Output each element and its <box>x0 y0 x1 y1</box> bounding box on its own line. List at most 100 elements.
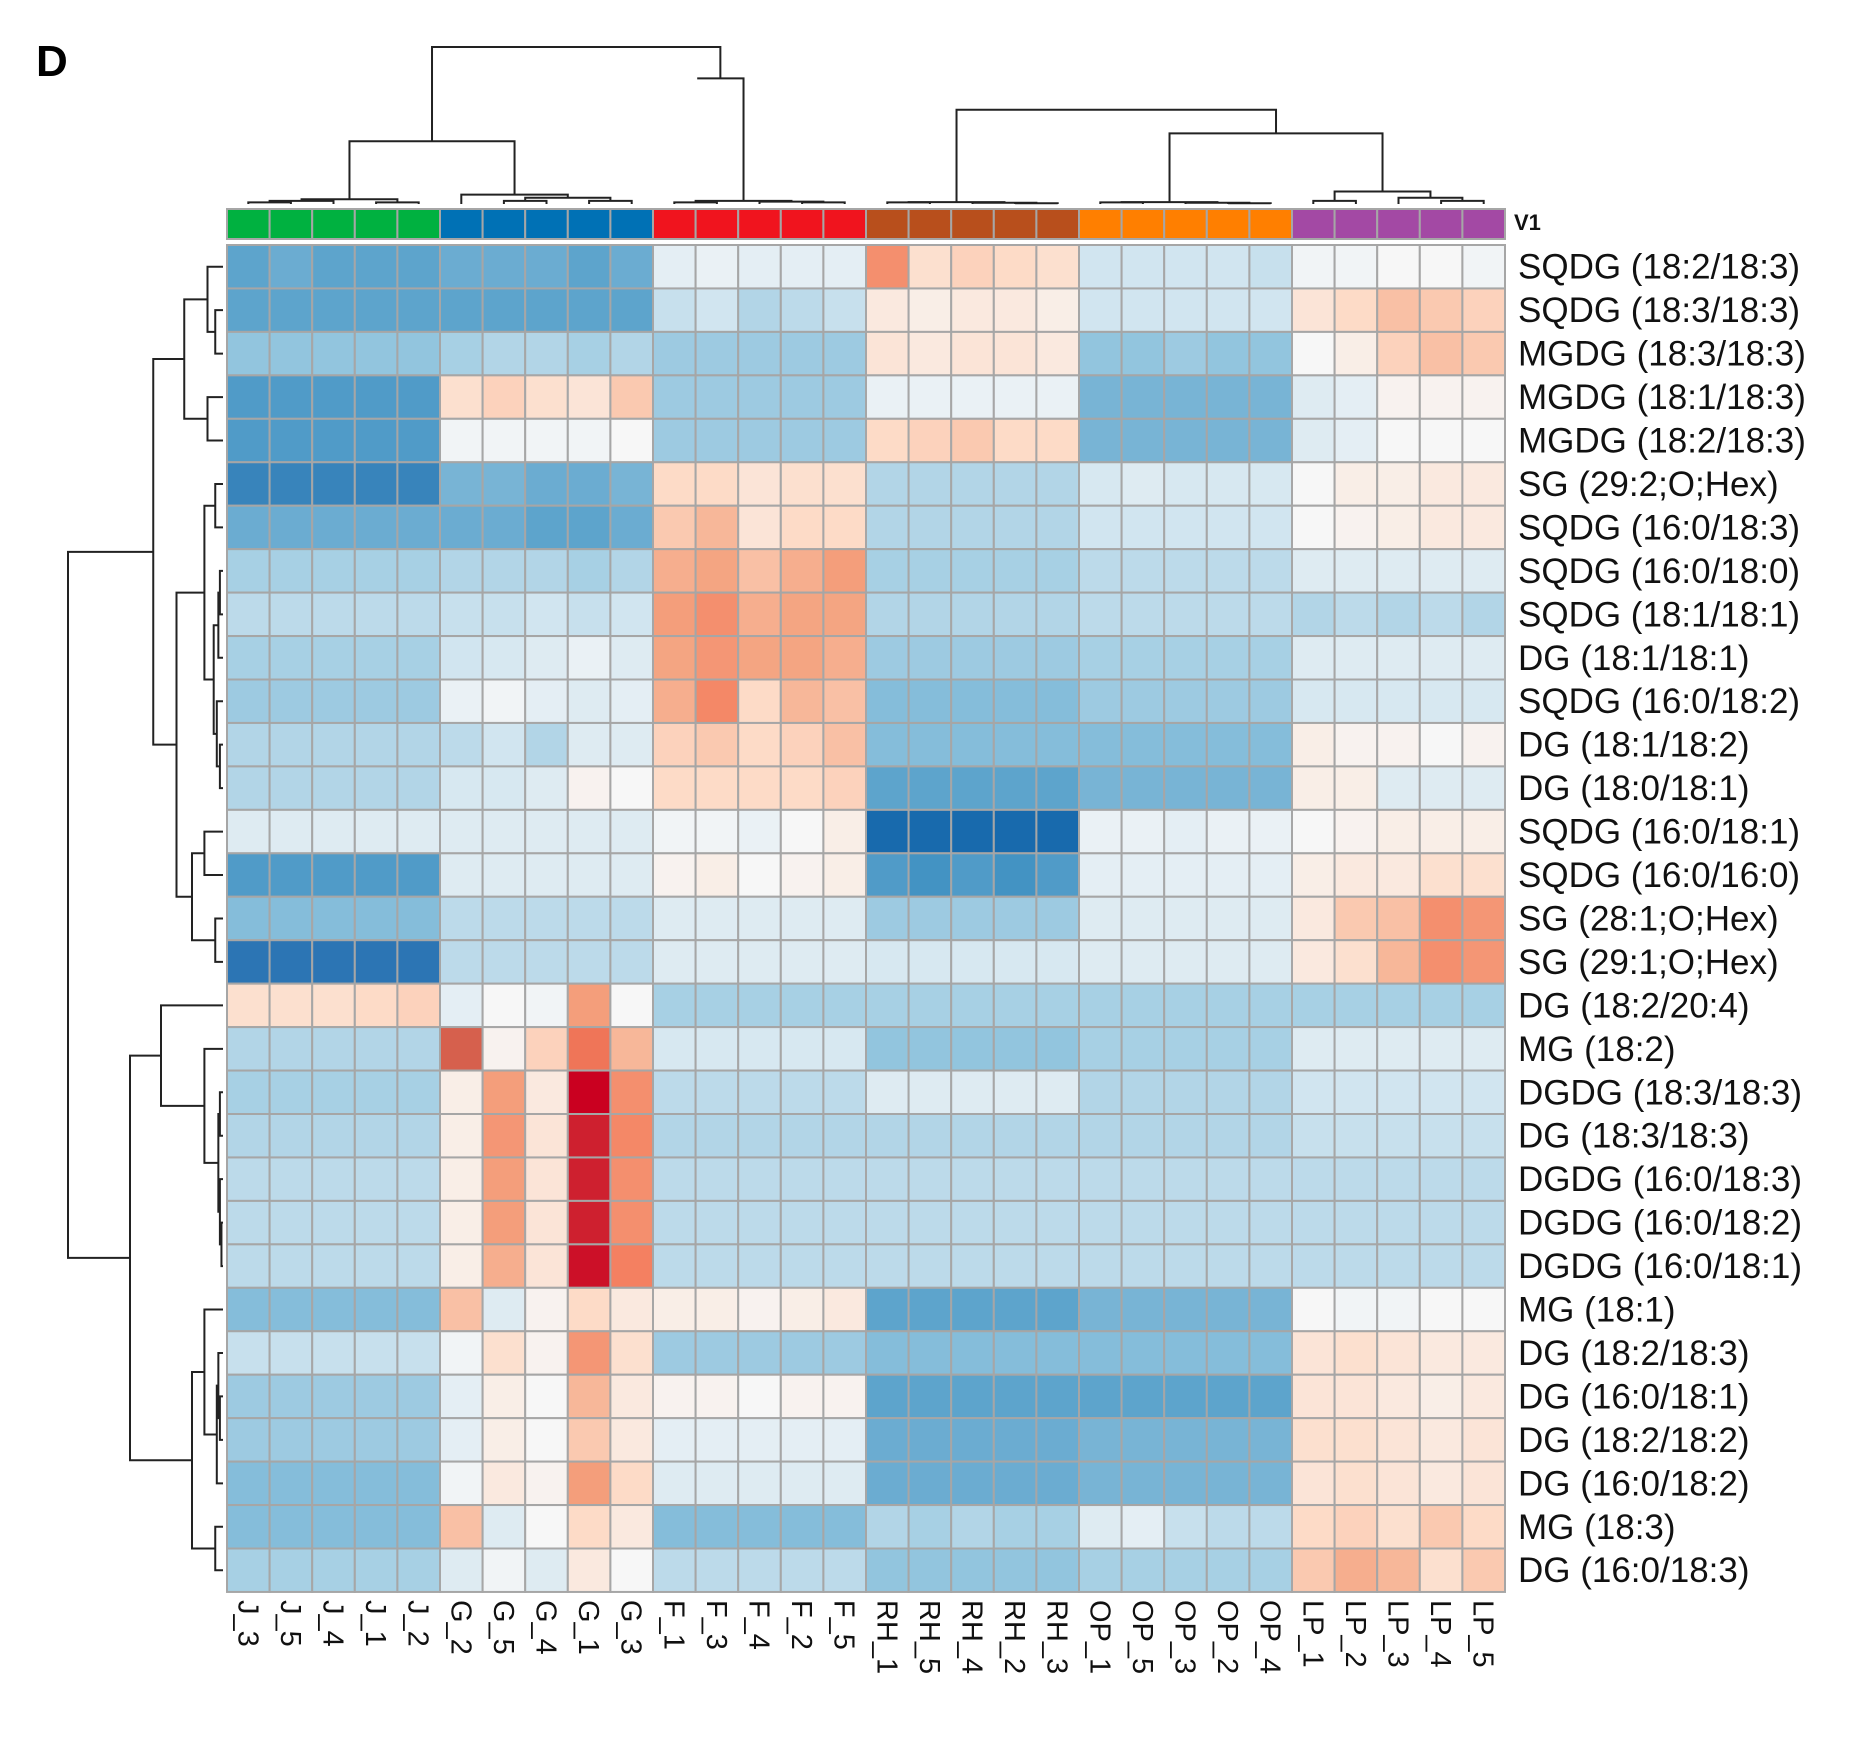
heatmap-cell <box>652 1373 697 1420</box>
heatmap-cell <box>907 808 953 855</box>
row-label: DG (18:2/18:2) <box>1518 1421 1750 1460</box>
heatmap-cell <box>1248 461 1294 507</box>
heatmap-cell <box>1461 1460 1507 1507</box>
heatmap-cell <box>865 1504 910 1550</box>
heatmap-cell <box>1163 1417 1208 1463</box>
heatmap-cell <box>311 591 356 638</box>
heatmap-cell <box>268 1373 314 1420</box>
heatmap-cell <box>1078 1113 1123 1159</box>
heatmap-cell <box>1163 504 1208 551</box>
heatmap-cell <box>694 1199 740 1246</box>
heatmap-cell <box>524 721 569 768</box>
heatmap-cell <box>353 1460 399 1507</box>
heatmap-cell <box>1461 1243 1507 1289</box>
heatmap-cell <box>779 678 825 724</box>
column-label: OP_4 <box>1254 1600 1286 1674</box>
heatmap-cell <box>1163 287 1208 333</box>
heatmap-cell <box>439 678 484 724</box>
heatmap-cell <box>609 635 655 681</box>
heatmap-cell <box>779 1199 825 1246</box>
annotation-cell <box>694 208 740 240</box>
heatmap-cell <box>439 1243 484 1289</box>
heatmap-cell <box>737 1199 782 1246</box>
heatmap-cell <box>1376 330 1421 377</box>
heatmap-cell <box>652 504 697 551</box>
heatmap-cell <box>950 374 995 420</box>
heatmap-cell <box>311 1156 356 1202</box>
heatmap-cell <box>1461 1330 1507 1376</box>
heatmap-cell <box>396 635 441 681</box>
heatmap-cell <box>1163 330 1208 377</box>
heatmap-cell <box>737 721 782 768</box>
heatmap-cell <box>1291 1156 1336 1202</box>
heatmap-cell <box>1078 808 1123 855</box>
heatmap-cell <box>524 504 569 551</box>
heatmap-cell <box>865 374 910 420</box>
heatmap-cell <box>1418 1026 1464 1072</box>
heatmap-cell <box>652 1113 697 1159</box>
heatmap-cell <box>1461 852 1507 898</box>
heatmap-cell <box>609 244 655 290</box>
heatmap-cell <box>1035 461 1081 507</box>
heatmap-cell <box>1333 1286 1379 1333</box>
heatmap-cell <box>950 1417 995 1463</box>
heatmap-cell <box>226 765 271 811</box>
heatmap-cell <box>865 1286 910 1333</box>
heatmap-cell <box>1291 1460 1336 1507</box>
row-label: SQDG (16:0/16:0) <box>1518 856 1800 895</box>
heatmap-cell <box>779 852 825 898</box>
heatmap-cell <box>1078 895 1123 942</box>
annotation-cell <box>609 208 655 240</box>
heatmap-cell <box>524 461 569 507</box>
heatmap-cell <box>1291 417 1336 464</box>
heatmap-cell <box>1333 852 1379 898</box>
heatmap-cell <box>865 721 910 768</box>
heatmap-cell <box>1035 504 1081 551</box>
heatmap-cell <box>1205 982 1251 1029</box>
heatmap-cell <box>1291 939 1336 985</box>
heatmap-cell <box>822 982 868 1029</box>
heatmap-cell <box>439 591 484 638</box>
heatmap-cell <box>737 1113 782 1159</box>
heatmap-cell <box>865 1069 910 1116</box>
heatmap-cell <box>1035 1286 1081 1333</box>
heatmap-cell <box>1333 548 1379 594</box>
heatmap-cell <box>524 1156 569 1202</box>
heatmap-cell <box>1205 1113 1251 1159</box>
heatmap-cell <box>311 1113 356 1159</box>
heatmap-cell <box>609 1243 655 1289</box>
heatmap-cell <box>907 1069 953 1116</box>
heatmap-cell <box>1078 1504 1123 1550</box>
heatmap-cell <box>1120 1243 1166 1289</box>
heatmap-cell <box>524 1330 569 1376</box>
heatmap-cell <box>907 1330 953 1376</box>
dendrogram-branch <box>801 201 846 204</box>
heatmap-cell <box>226 982 271 1029</box>
row-label: SQDG (16:0/18:0) <box>1518 552 1800 591</box>
heatmap-cell <box>481 1460 527 1507</box>
heatmap-cell <box>439 548 484 594</box>
row-label: SQDG (16:0/18:1) <box>1518 813 1800 852</box>
heatmap-cell <box>737 1330 782 1376</box>
heatmap-cell <box>1376 1460 1421 1507</box>
heatmap-cell <box>950 808 995 855</box>
heatmap-cell <box>1078 1547 1123 1593</box>
heatmap-cell <box>439 895 484 942</box>
heatmap-cell <box>950 287 995 333</box>
heatmap-cell <box>1418 1156 1464 1202</box>
heatmap-cell <box>1291 982 1336 1029</box>
heatmap-cell <box>1248 244 1294 290</box>
heatmap-cell <box>1376 939 1421 985</box>
heatmap-cell <box>652 287 697 333</box>
heatmap-cell <box>822 1417 868 1463</box>
heatmap-cell <box>865 1199 910 1246</box>
heatmap-cell <box>1418 1547 1464 1593</box>
heatmap-cell <box>481 635 527 681</box>
heatmap-cell <box>226 287 271 333</box>
heatmap-cell <box>1035 1199 1081 1246</box>
heatmap-cell <box>865 1330 910 1376</box>
heatmap-cell <box>353 1547 399 1593</box>
heatmap-cell <box>1376 1504 1421 1550</box>
heatmap-cell <box>311 461 356 507</box>
heatmap-cell <box>1333 1199 1379 1246</box>
